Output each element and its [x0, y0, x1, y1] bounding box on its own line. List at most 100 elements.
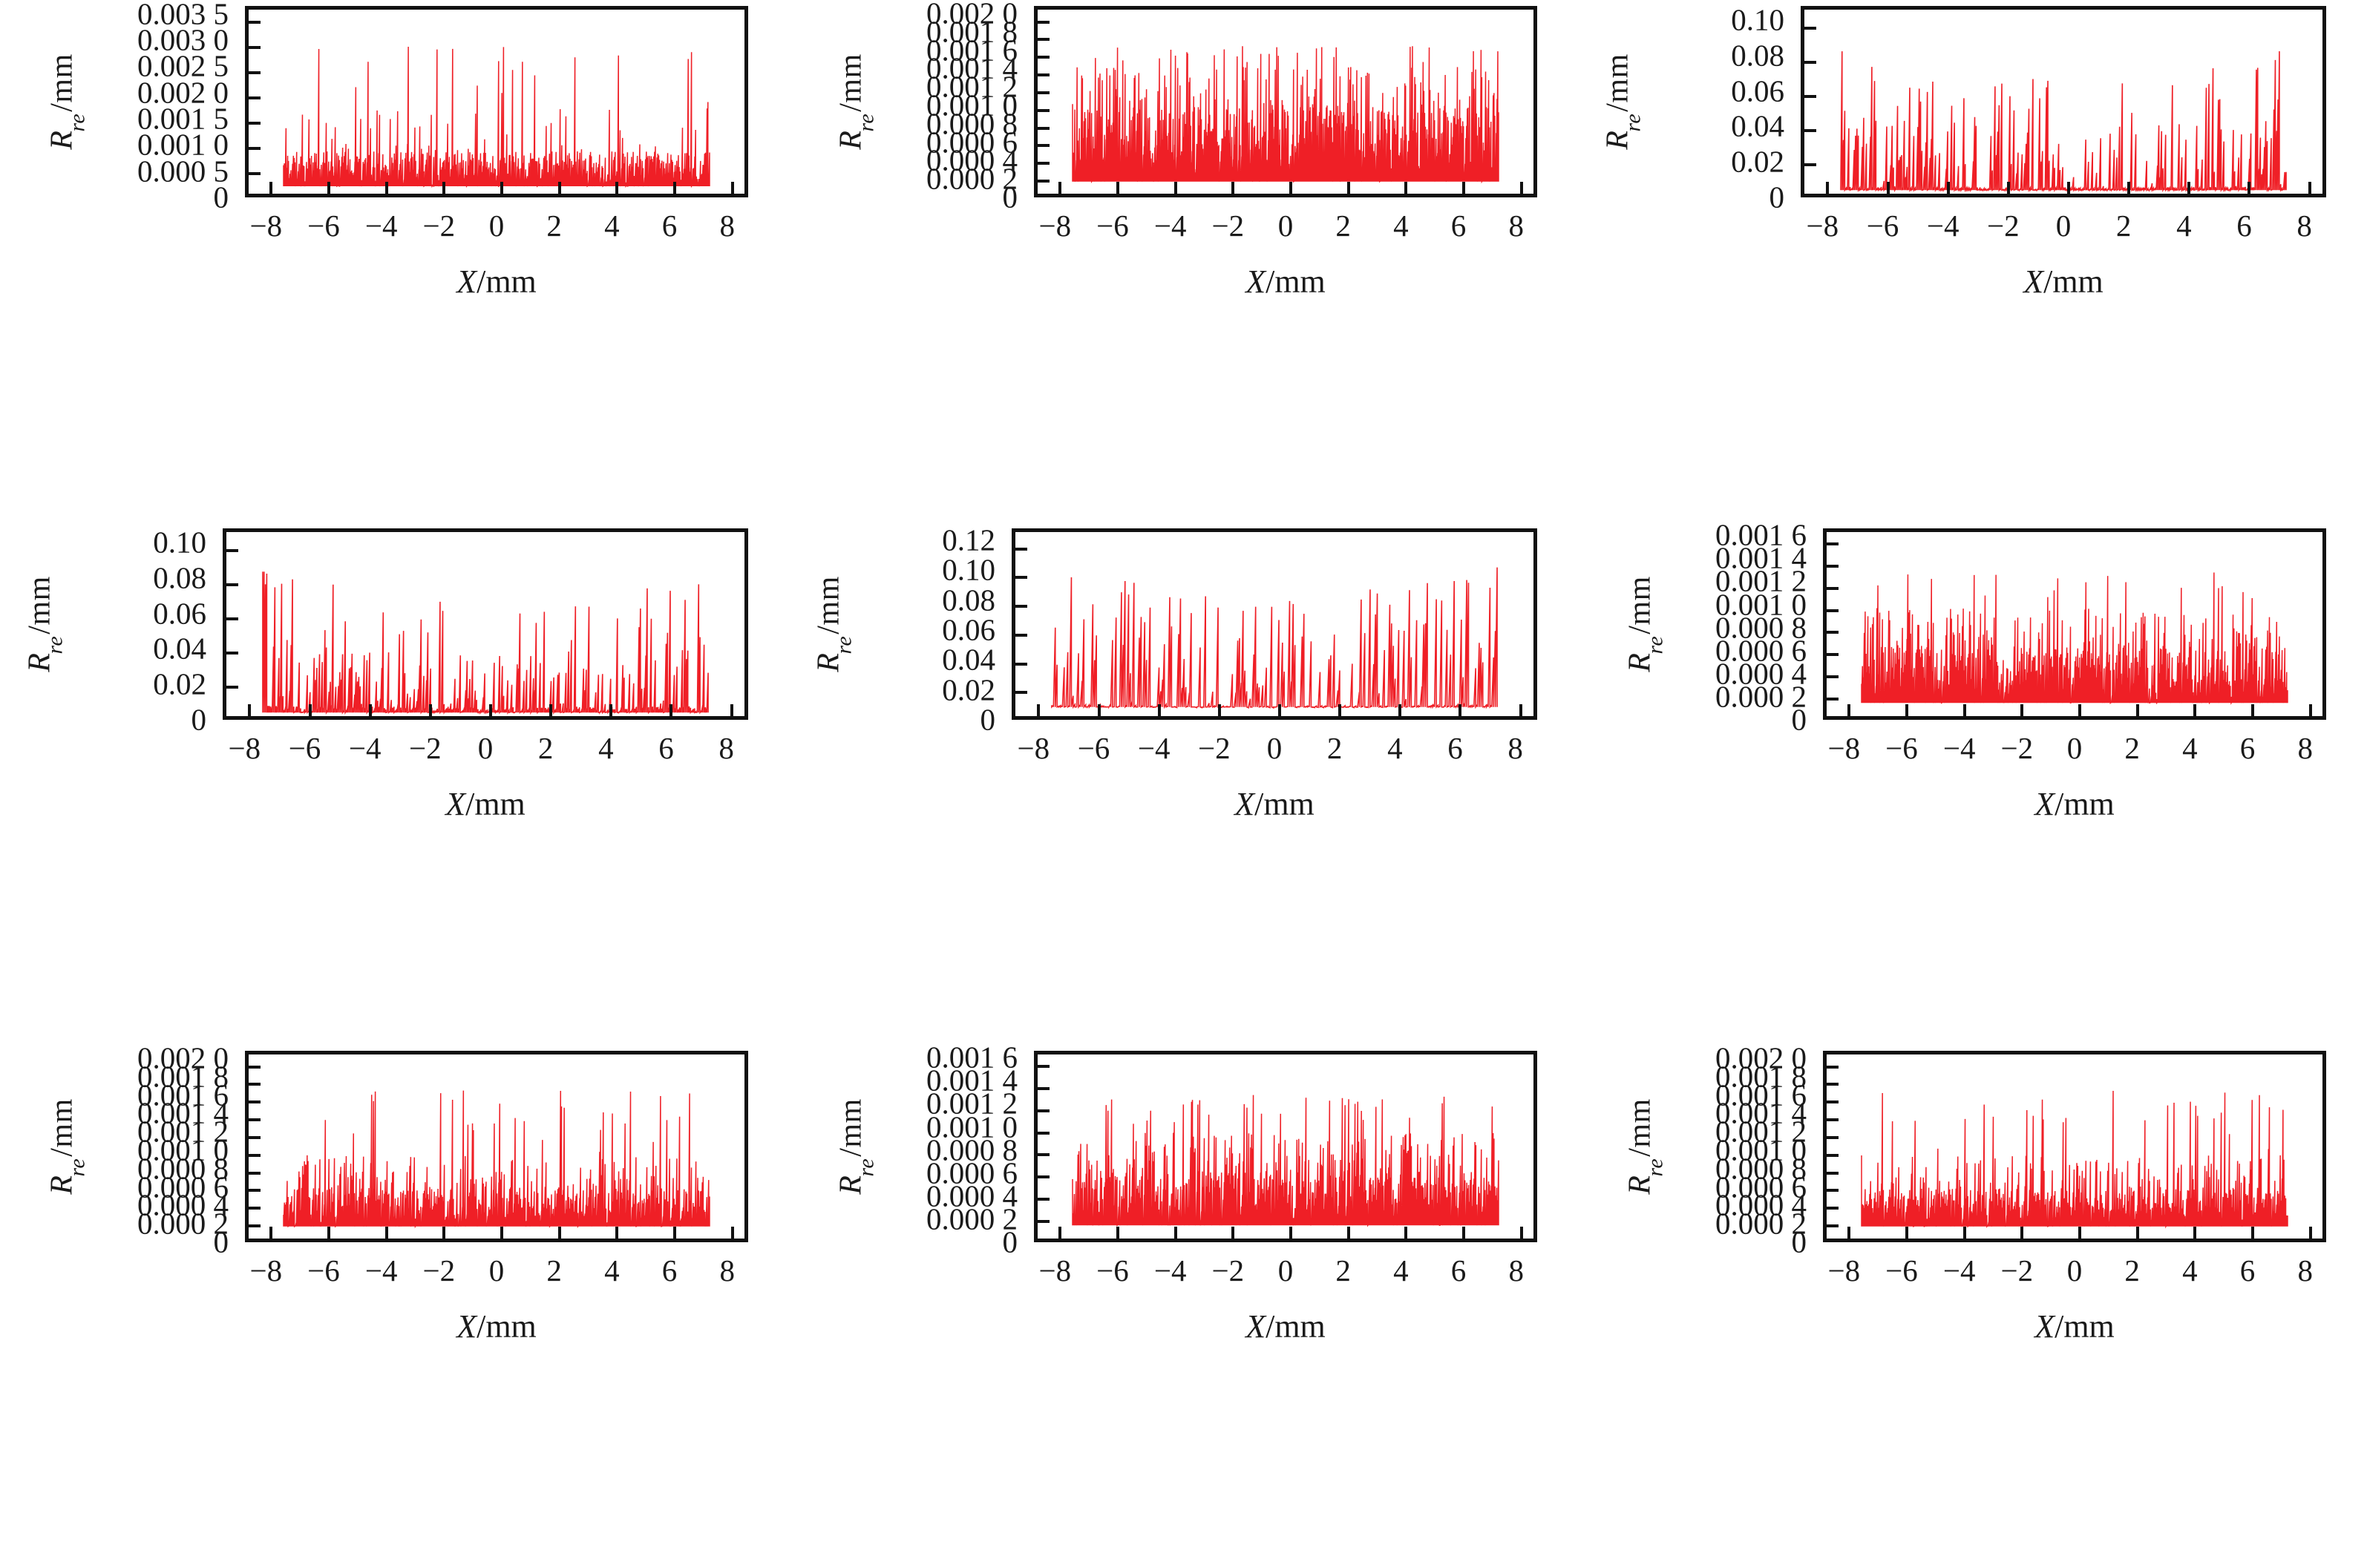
y-tick-mark [1804, 129, 1816, 133]
x-tick-label: 4 [1393, 209, 1409, 243]
x-tick-label: −6 [307, 209, 340, 243]
y-tick-mark [1038, 1198, 1050, 1201]
data-trace [1038, 1054, 1533, 1239]
x-tick-label: 0 [477, 731, 494, 765]
x-tick-mark [384, 182, 388, 194]
y-tick-mark [1015, 691, 1027, 695]
x-tick-mark [730, 182, 734, 194]
x-axis-symbol: X [1234, 786, 1255, 822]
x-tick-label: 0 [488, 1253, 505, 1287]
y-tick-mark [1827, 1224, 1839, 1228]
x-axis-unit: /mm [1266, 1308, 1326, 1345]
x-tick-mark [2135, 1227, 2139, 1239]
x-tick-label: 8 [2297, 1253, 2313, 1287]
y-tick-mark [249, 1207, 261, 1210]
x-axis-unit: /mm [1254, 786, 1315, 822]
x-tick-label: −4 [1153, 1253, 1187, 1287]
x-tick-label: −8 [1827, 1253, 1861, 1287]
y-tick-label: 0.06 [1731, 73, 1784, 108]
x-tick-mark [2135, 704, 2139, 716]
x-tick-label: 6 [658, 731, 674, 765]
x-tick-mark [2127, 182, 2131, 194]
x-tick-label: 4 [1387, 731, 1403, 765]
x-axis-symbol: X [1245, 1308, 1266, 1345]
x-tick-mark [1173, 1227, 1177, 1239]
y-tick-mark [249, 1224, 261, 1228]
x-tick-mark [2308, 182, 2311, 194]
x-tick-mark [1458, 704, 1462, 716]
x-tick-label: 4 [604, 209, 620, 243]
y-tick-label: 0.001 0 [926, 1109, 1018, 1144]
y-tick-label: 0.02 [153, 666, 206, 701]
x-tick-label: −8 [1827, 731, 1861, 765]
x-tick-label: −6 [1885, 731, 1918, 765]
x-tick-mark [442, 182, 446, 194]
y-tick-mark [249, 71, 261, 75]
x-tick-mark [269, 182, 273, 194]
y-tick-label: 0.001 2 [137, 1114, 229, 1149]
y-tick-label: 0 [213, 180, 229, 214]
y-tick-mark [226, 617, 238, 621]
y-tick-label: 0.000 6 [926, 1155, 1018, 1190]
y-tick-labels: 0 0.000 2 0.000 4 0.000 6 0.000 8 0.001 0 0.00… [789, 0, 1018, 522]
x-tick-label: 6 [661, 209, 678, 243]
plot-area [1034, 6, 1537, 197]
x-tick-label: 2 [2124, 1253, 2140, 1287]
x-tick-mark [269, 1227, 273, 1239]
y-tick-mark [226, 549, 238, 553]
y-tick-label: 0.003 5 [137, 0, 229, 31]
x-tick-mark [2020, 704, 2024, 716]
x-tick-label: −4 [1153, 209, 1187, 243]
y-tick-label: 0.10 [942, 552, 995, 587]
data-trace [1827, 532, 2322, 716]
y-tick-mark [1038, 1220, 1050, 1224]
plot-area [1034, 1051, 1537, 1242]
x-tick-mark [2006, 182, 2010, 194]
y-tick-mark [1038, 73, 1050, 77]
subplot-e: Rre/mm00.020.040.060.080.100.12(e)(X,0,0… [789, 522, 1578, 1045]
x-tick-mark [1847, 704, 1851, 716]
x-axis-unit: /mm [2055, 786, 2115, 822]
x-tick-label: 0 [1277, 1253, 1294, 1287]
x-tick-mark [549, 704, 553, 716]
x-tick-mark [1116, 182, 1119, 194]
x-tick-mark [2193, 1227, 2197, 1239]
y-tick-label: 0 [1002, 180, 1018, 214]
x-tick-mark [1962, 704, 1966, 716]
x-tick-label: 8 [2296, 209, 2312, 243]
y-tick-mark [1015, 605, 1027, 608]
x-tick-mark [1905, 704, 1908, 716]
y-tick-mark [1038, 162, 1050, 165]
x-tick-label: 8 [1508, 1253, 1524, 1287]
x-axis-unit: /mm [477, 1308, 537, 1345]
y-tick-mark [1827, 1171, 1839, 1175]
y-tick-label: 0.001 2 [926, 69, 1018, 104]
x-tick-labels: −8 −6 −4 −2 0 2 4 6 8 [223, 733, 748, 775]
x-tick-label: −2 [2000, 731, 2034, 765]
y-tick-mark [1015, 576, 1027, 580]
x-tick-mark [1116, 1227, 1119, 1239]
y-tick-label: 0.001 4 [1715, 540, 1807, 575]
x-tick-label: 6 [661, 1253, 678, 1287]
x-tick-label: 4 [1393, 1253, 1409, 1287]
x-tick-mark [327, 1227, 330, 1239]
y-tick-label: 0.06 [942, 612, 995, 647]
y-tick-label: 0.001 6 [1715, 1077, 1807, 1112]
x-tick-label: −4 [348, 731, 382, 765]
y-tick-label: 0.000 4 [926, 1178, 1018, 1213]
x-tick-mark [1519, 182, 1523, 194]
x-axis-label: X/mm [1801, 263, 2326, 301]
y-tick-mark [249, 172, 261, 176]
y-tick-mark [249, 46, 261, 50]
plot-area [223, 528, 748, 720]
y-tick-mark [226, 583, 238, 587]
x-tick-labels: −8 −6 −4 −2 0 2 4 6 8 [1034, 1256, 1537, 1297]
x-tick-label: 2 [1335, 1253, 1351, 1287]
y-tick-label: 0.003 0 [137, 22, 229, 57]
x-tick-label: 8 [719, 1253, 735, 1287]
x-axis-symbol: X [456, 263, 477, 300]
x-tick-mark [327, 182, 330, 194]
y-tick-label: 0.002 0 [1715, 1040, 1807, 1075]
x-tick-label: 6 [1450, 209, 1467, 243]
x-tick-mark [1037, 704, 1041, 716]
